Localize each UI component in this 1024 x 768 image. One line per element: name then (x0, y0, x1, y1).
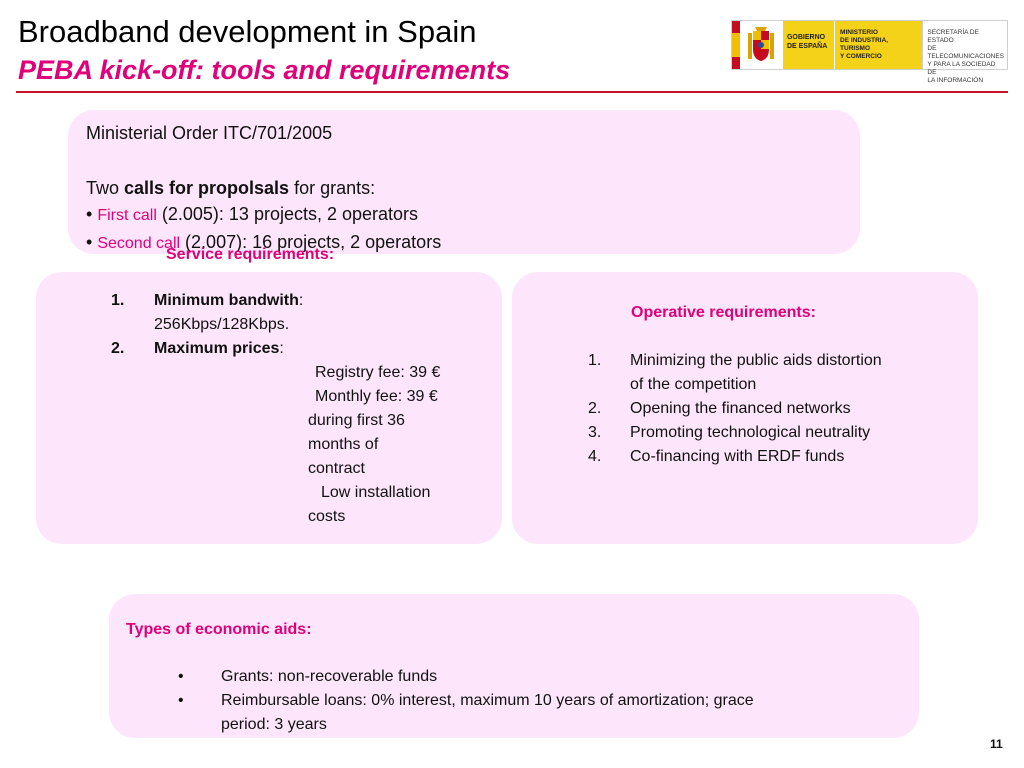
service-requirements-heading: Service requirements: (166, 246, 335, 263)
second-call-item: • Second call (2.007): 16 projects, 2 op… (86, 232, 442, 252)
operative-requirements-box (512, 272, 978, 544)
economic-aids-box (109, 594, 919, 738)
operative-requirements-heading: Operative requirements: (631, 304, 816, 321)
price-line-contract: contract (308, 460, 365, 477)
ministerial-order-box (68, 110, 860, 254)
operative-item-1-number: 1. (588, 352, 602, 369)
first-call-item: • First call (2.005): 13 projects, 2 ope… (86, 204, 419, 224)
operative-item-1-cont: of the competition (630, 376, 757, 393)
price-line-costs: costs (308, 508, 346, 525)
service-item-2-number: 2. (111, 340, 125, 357)
page-subtitle: PEBA kick-off: tools and requirements (18, 55, 511, 85)
operative-item-2: Opening the financed networks (630, 400, 851, 417)
operative-item-3-number: 3. (588, 424, 602, 441)
aids-item-grants: Grants: non-recoverable funds (221, 668, 438, 685)
aids-bullet-1: • (178, 668, 184, 685)
aids-item-loans-cont: period: 3 years (221, 716, 327, 733)
ministerio-label: MINISTERIO DE INDUSTRIA, TURISMO Y COMER… (834, 21, 923, 69)
header-divider (16, 91, 1008, 93)
service-requirements-box (36, 272, 502, 544)
operative-item-2-number: 2. (588, 400, 602, 417)
price-line-during: during first 36 (308, 412, 405, 429)
service-item-1-value: 256Kbps/128Kbps. (154, 316, 290, 333)
price-line-monthly: Monthly fee: 39 € (315, 388, 438, 405)
coat-of-arms-icon (740, 21, 783, 69)
service-item-1: Minimum bandwith: (154, 292, 304, 309)
service-item-1-number: 1. (111, 292, 125, 309)
operative-item-3: Promoting technological neutrality (630, 424, 871, 441)
service-item-2: Maximum prices: (154, 340, 284, 357)
government-logo: GOBIERNO DE ESPAÑA MINISTERIO DE INDUSTR… (731, 20, 1008, 84)
page-title: Broadband development in Spain (18, 14, 477, 49)
calls-intro: Two calls for propolsals for grants: (86, 178, 376, 198)
ministerial-order-text: Ministerial Order ITC/701/2005 (86, 123, 333, 143)
operative-item-1: Minimizing the public aids distortion (630, 352, 882, 369)
price-line-installation: Low installation (321, 484, 431, 501)
page-number: 11 (990, 737, 1003, 751)
spain-flag-icon (732, 21, 740, 69)
operative-item-4: Co-financing with ERDF funds (630, 448, 845, 465)
aids-item-loans: Reimbursable loans: 0% interest, maximum… (221, 692, 754, 709)
economic-aids-heading: Types of economic aids: (126, 621, 312, 638)
price-line-months: months of (308, 436, 379, 453)
operative-item-4-number: 4. (588, 448, 602, 465)
aids-bullet-2: • (178, 692, 184, 709)
secretaria-label: SECRETARÍA DE ESTADO DE TELECOMUNICACION… (922, 21, 1007, 84)
price-line-registry: Registry fee: 39 € (315, 364, 441, 381)
gobierno-label: GOBIERNO DE ESPAÑA (782, 21, 835, 69)
